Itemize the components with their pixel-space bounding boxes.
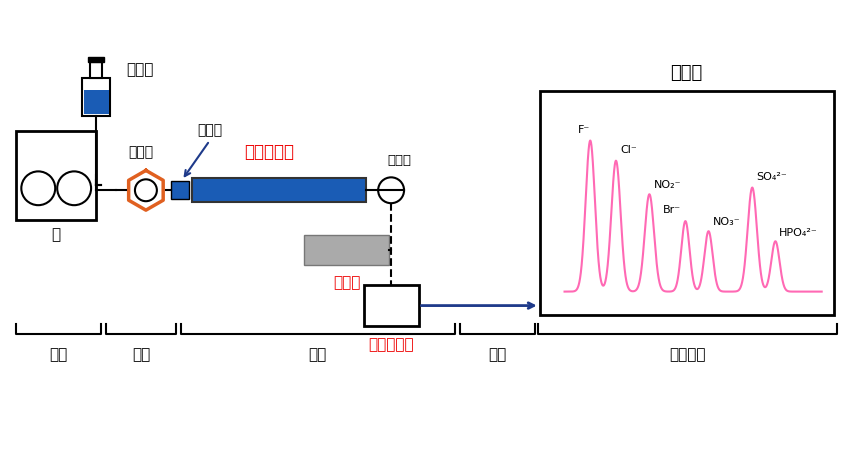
Text: 输液: 输液 [50, 347, 68, 362]
Bar [304, 235, 389, 265]
Text: Br⁻: Br⁻ [663, 205, 682, 215]
Text: 泵: 泵 [52, 227, 61, 243]
Text: 保护柱: 保护柱 [197, 124, 222, 138]
Circle shape [378, 177, 404, 203]
Text: 抑制器: 抑制器 [333, 275, 361, 290]
Text: HPO₄²⁻: HPO₄²⁻ [779, 228, 818, 238]
Text: 色谱图: 色谱图 [671, 64, 703, 82]
Bar [82, 78, 110, 116]
Bar [88, 57, 104, 62]
Text: 检测: 检测 [488, 347, 507, 362]
Text: 检测池: 检测池 [387, 154, 411, 167]
Text: 电导检测器: 电导检测器 [368, 337, 414, 352]
Bar [191, 178, 366, 202]
Text: 分离: 分离 [308, 347, 327, 362]
Circle shape [58, 172, 91, 205]
Text: F⁻: F⁻ [579, 125, 590, 134]
Bar [540, 91, 833, 314]
Text: NO₂⁻: NO₂⁻ [653, 180, 681, 190]
Circle shape [21, 172, 55, 205]
Text: 进样: 进样 [132, 347, 150, 362]
Bar [90, 62, 102, 78]
Bar [363, 285, 418, 327]
Bar [171, 181, 189, 199]
Circle shape [135, 180, 157, 201]
Text: 进样器: 进样器 [129, 146, 153, 159]
Text: NO₃⁻: NO₃⁻ [712, 217, 740, 227]
Text: 数据记录: 数据记录 [669, 347, 706, 362]
Text: Cl⁻: Cl⁻ [620, 145, 637, 155]
Bar [16, 131, 96, 220]
Text: SO₄²⁻: SO₄²⁻ [756, 172, 787, 181]
Text: 离子色谱柱: 离子色谱柱 [244, 143, 294, 162]
Text: 流动相: 流动相 [126, 63, 153, 78]
Bar [84, 90, 108, 114]
